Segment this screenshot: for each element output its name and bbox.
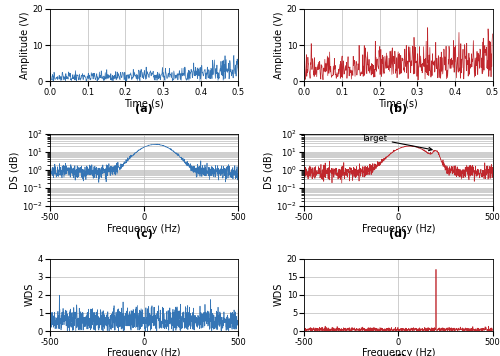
Text: (f): (f): [390, 354, 406, 356]
Y-axis label: Amplitude (V): Amplitude (V): [20, 11, 30, 79]
Text: (b): (b): [390, 104, 407, 114]
X-axis label: Frequency (Hz): Frequency (Hz): [362, 349, 435, 356]
Y-axis label: DS (dB): DS (dB): [264, 151, 274, 189]
X-axis label: Time (s): Time (s): [378, 99, 418, 109]
X-axis label: Time (s): Time (s): [124, 99, 164, 109]
Text: (e): (e): [136, 354, 153, 356]
Text: (c): (c): [136, 229, 152, 239]
Text: Target: Target: [360, 134, 432, 151]
Y-axis label: WDS: WDS: [25, 283, 35, 307]
X-axis label: Frequency (Hz): Frequency (Hz): [108, 349, 181, 356]
Y-axis label: DS (dB): DS (dB): [10, 151, 20, 189]
X-axis label: Frequency (Hz): Frequency (Hz): [362, 224, 435, 234]
X-axis label: Frequency (Hz): Frequency (Hz): [108, 224, 181, 234]
Y-axis label: WDS: WDS: [274, 283, 284, 307]
Y-axis label: Amplitude (V): Amplitude (V): [274, 11, 284, 79]
Text: (a): (a): [136, 104, 153, 114]
Text: (d): (d): [390, 229, 407, 239]
